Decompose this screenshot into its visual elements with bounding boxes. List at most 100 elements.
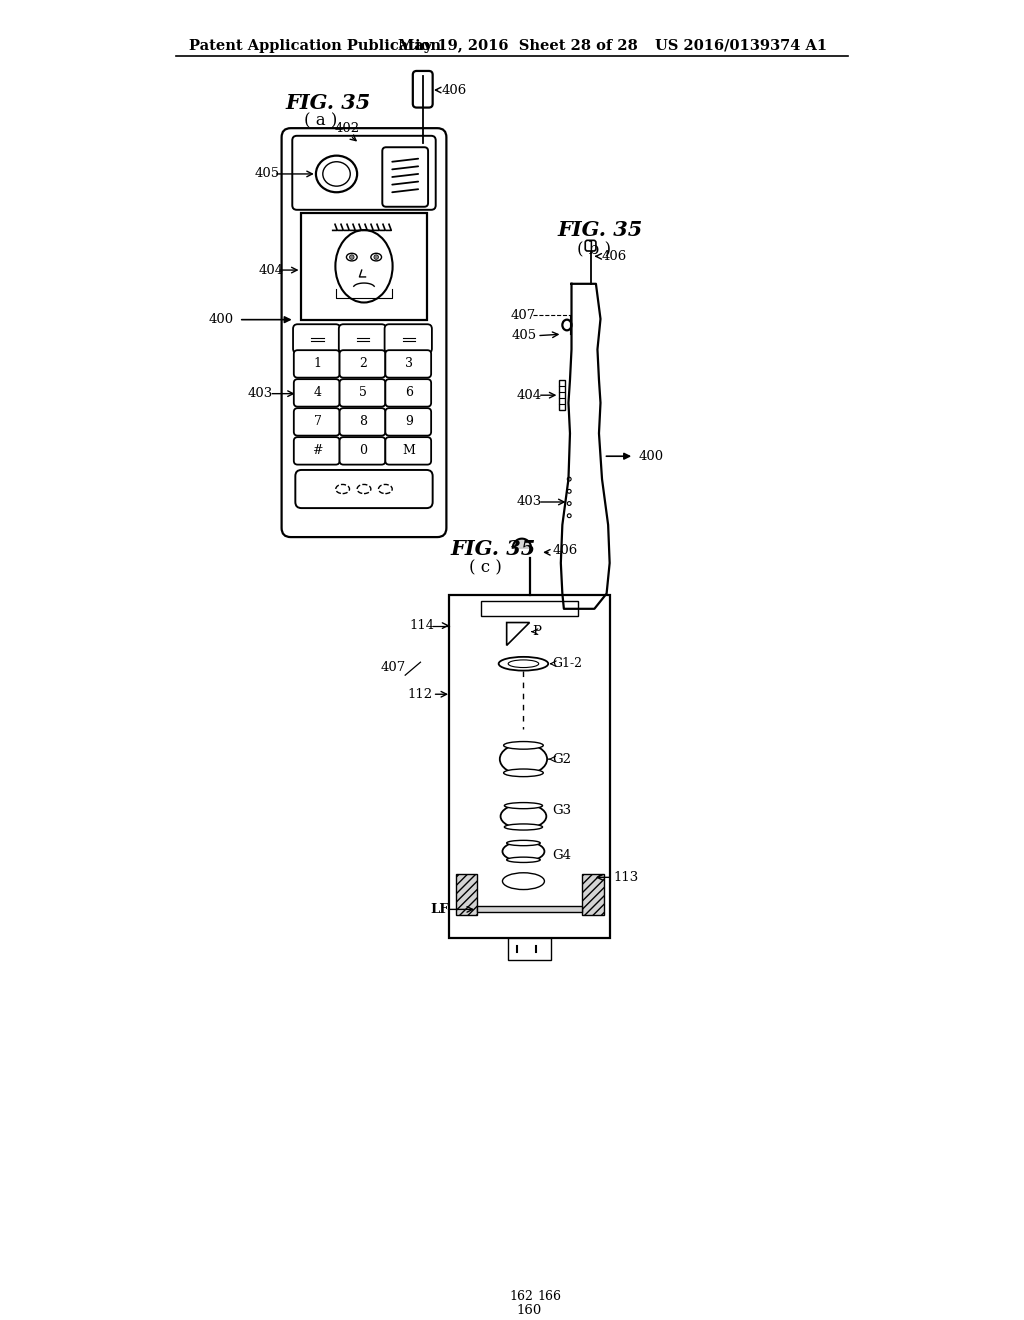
- Ellipse shape: [508, 660, 539, 668]
- Ellipse shape: [371, 253, 382, 261]
- Text: 7: 7: [313, 414, 322, 428]
- FancyBboxPatch shape: [385, 350, 431, 378]
- FancyBboxPatch shape: [340, 437, 385, 465]
- Bar: [450, 595, 609, 939]
- Ellipse shape: [336, 230, 392, 302]
- Ellipse shape: [505, 803, 543, 809]
- Text: ( b ): ( b ): [577, 240, 611, 257]
- Text: 400: 400: [208, 313, 233, 326]
- Text: 114: 114: [410, 619, 435, 632]
- Ellipse shape: [501, 804, 547, 829]
- Ellipse shape: [379, 484, 392, 494]
- Ellipse shape: [349, 255, 354, 260]
- Text: 3: 3: [406, 356, 413, 370]
- Ellipse shape: [567, 490, 571, 494]
- Text: 0: 0: [359, 444, 368, 457]
- Text: 112: 112: [408, 688, 432, 701]
- Text: 405: 405: [512, 329, 538, 342]
- Bar: [508, 939, 551, 960]
- Text: 6: 6: [406, 385, 413, 399]
- Ellipse shape: [323, 162, 350, 186]
- FancyBboxPatch shape: [293, 325, 340, 354]
- Bar: [583, 874, 603, 916]
- Text: #: #: [312, 444, 323, 457]
- Text: 403: 403: [248, 387, 273, 400]
- FancyBboxPatch shape: [340, 379, 385, 407]
- FancyBboxPatch shape: [294, 437, 340, 465]
- Text: 2: 2: [359, 356, 368, 370]
- Text: 160: 160: [517, 1304, 542, 1317]
- Text: 405: 405: [254, 168, 280, 181]
- Ellipse shape: [504, 770, 544, 776]
- Text: M: M: [402, 444, 416, 457]
- Bar: [477, 907, 583, 912]
- Text: FIG. 35: FIG. 35: [558, 220, 643, 240]
- FancyBboxPatch shape: [340, 350, 385, 378]
- Text: 404: 404: [516, 388, 542, 401]
- Ellipse shape: [567, 478, 571, 480]
- Text: 113: 113: [613, 871, 639, 884]
- Text: G3: G3: [552, 804, 571, 817]
- Text: G4: G4: [552, 849, 571, 862]
- Text: 403: 403: [516, 495, 542, 508]
- Bar: [456, 874, 477, 916]
- Ellipse shape: [374, 255, 379, 260]
- Text: 8: 8: [359, 414, 368, 428]
- Ellipse shape: [567, 502, 571, 506]
- Ellipse shape: [507, 857, 541, 862]
- FancyBboxPatch shape: [340, 408, 385, 436]
- Text: 1: 1: [313, 356, 322, 370]
- FancyBboxPatch shape: [282, 128, 446, 537]
- FancyBboxPatch shape: [586, 240, 596, 251]
- FancyBboxPatch shape: [294, 379, 340, 407]
- Text: 400: 400: [639, 450, 664, 463]
- Ellipse shape: [562, 319, 571, 330]
- FancyBboxPatch shape: [382, 148, 428, 207]
- Text: 162: 162: [510, 1291, 534, 1303]
- Text: 404: 404: [259, 264, 284, 277]
- Ellipse shape: [357, 484, 371, 494]
- Ellipse shape: [346, 253, 357, 261]
- Ellipse shape: [503, 841, 545, 862]
- Text: FIG. 35: FIG. 35: [286, 92, 371, 114]
- Text: LF: LF: [430, 903, 449, 916]
- Ellipse shape: [336, 484, 349, 494]
- Text: 402: 402: [335, 121, 360, 135]
- Text: G1-2: G1-2: [552, 657, 583, 671]
- Text: 4: 4: [313, 385, 322, 399]
- Ellipse shape: [504, 742, 544, 750]
- Ellipse shape: [507, 841, 541, 846]
- Ellipse shape: [499, 657, 548, 671]
- FancyBboxPatch shape: [413, 71, 433, 107]
- Text: FIG. 35: FIG. 35: [451, 540, 537, 560]
- Bar: [559, 380, 564, 411]
- FancyBboxPatch shape: [292, 136, 435, 210]
- Text: 9: 9: [406, 414, 413, 428]
- Text: 166: 166: [538, 1291, 561, 1303]
- FancyBboxPatch shape: [339, 325, 386, 354]
- Text: Patent Application Publication: Patent Application Publication: [188, 38, 440, 53]
- FancyBboxPatch shape: [294, 408, 340, 436]
- Text: 406: 406: [552, 544, 578, 557]
- Text: 406: 406: [441, 83, 467, 96]
- FancyBboxPatch shape: [385, 408, 431, 436]
- Text: 5: 5: [359, 385, 368, 399]
- Text: ( c ): ( c ): [469, 560, 502, 576]
- Ellipse shape: [500, 744, 547, 775]
- Bar: [301, 213, 427, 319]
- FancyBboxPatch shape: [294, 350, 340, 378]
- Text: 407: 407: [381, 661, 407, 675]
- Text: 407: 407: [511, 309, 536, 322]
- FancyBboxPatch shape: [385, 325, 432, 354]
- Text: ( a ): ( a ): [304, 112, 338, 129]
- Ellipse shape: [503, 873, 545, 890]
- Ellipse shape: [316, 156, 357, 193]
- Bar: [481, 601, 578, 616]
- Ellipse shape: [505, 824, 543, 830]
- Text: 406: 406: [601, 249, 627, 263]
- Text: G2: G2: [552, 752, 571, 766]
- Text: US 2016/0139374 A1: US 2016/0139374 A1: [655, 38, 827, 53]
- FancyBboxPatch shape: [385, 437, 431, 465]
- Ellipse shape: [567, 513, 571, 517]
- Text: May 19, 2016  Sheet 28 of 28: May 19, 2016 Sheet 28 of 28: [397, 38, 637, 53]
